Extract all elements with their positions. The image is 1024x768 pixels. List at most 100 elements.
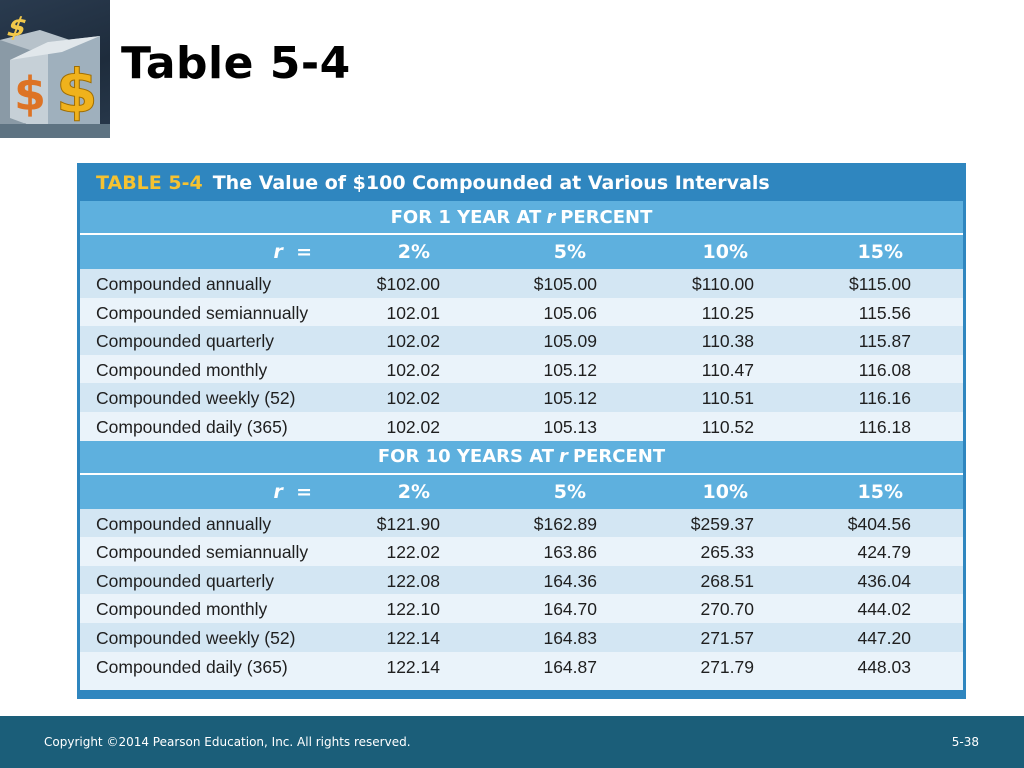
table-cell: 102.02 (386, 331, 440, 352)
table-cell: $115.00 (849, 274, 911, 294)
table-cell: 122.14 (386, 627, 440, 648)
table-row: Compounded weekly (52) 122.14 164.83 271.57… (80, 622, 963, 652)
row-label: Compounded monthly (96, 599, 268, 620)
section-heading-prefix: FOR 1 YEAR AT (390, 206, 542, 228)
table-cell: 102.02 (386, 416, 440, 437)
table-cell: 444.02 (857, 599, 911, 620)
table-label: TABLE 5-4 (96, 171, 203, 194)
table-cell: 105.13 (543, 416, 597, 437)
table-cell: $105.00 (533, 274, 597, 294)
slide-title: Table 5-4 (121, 38, 351, 89)
table-row: Compounded semiannually 102.01 105.06 110.2… (80, 297, 963, 327)
table-cell: 102.02 (386, 359, 440, 380)
rate-column-header: 5% (553, 480, 586, 503)
table-cell: 110.47 (701, 359, 754, 380)
table-cell: 424.79 (857, 542, 911, 563)
section-heading-suffix: PERCENT (560, 206, 653, 228)
table-cell: 268.51 (700, 570, 754, 591)
table-cell: $259.37 (690, 513, 754, 534)
rate-column-header: 10% (702, 241, 748, 263)
rate-column-header: 15% (857, 241, 903, 263)
table-cell: 105.09 (543, 331, 597, 352)
rate-var: r (273, 480, 283, 503)
rate-variable-label: r = (273, 481, 312, 503)
rate-column-header: 2% (397, 480, 430, 503)
table-cell: 116.18 (858, 416, 911, 437)
table-cell: 447.20 (857, 627, 911, 648)
table-cell: 164.87 (543, 656, 597, 677)
table-cell: $102.00 (376, 274, 440, 294)
table-bottom-padding (80, 680, 963, 691)
row-label: Compounded daily (365) (96, 656, 288, 677)
rate-column-header: 15% (857, 480, 903, 503)
table-body: FOR 1 YEAR AT r PERCENT r = 2% 5% 10% 15% Compou… (80, 201, 963, 691)
compound-value-table: TABLE 5-4 The Value of $100 Compounded a… (77, 163, 966, 699)
table-cell: 110.38 (701, 331, 754, 352)
row-label: Compounded quarterly (96, 331, 275, 352)
row-label: Compounded daily (365) (96, 416, 288, 437)
table-cell: 122.14 (386, 656, 440, 677)
table-cell: 122.02 (386, 542, 440, 563)
rate-eq: = (296, 241, 312, 263)
row-label: Compounded weekly (52) (96, 388, 296, 409)
table-cell: 115.87 (858, 331, 911, 352)
section-heading-var: r (559, 446, 568, 468)
table-cell: $404.56 (847, 513, 911, 534)
dollar-cube-logo: $ $ $ (0, 0, 110, 138)
row-label: Compounded quarterly (96, 570, 275, 591)
table-cell: 102.01 (386, 302, 440, 323)
rate-eq: = (296, 480, 312, 503)
table-row: Compounded daily (365) 102.02 105.13 110.52… (80, 411, 963, 441)
table-row: Compounded semiannually 122.02 163.86 265.3… (80, 537, 963, 566)
section-heading-suffix: PERCENT (572, 446, 666, 468)
table-cell: 105.12 (543, 359, 597, 380)
row-label: Compounded annually (96, 274, 272, 294)
table-cell: 110.52 (701, 416, 754, 437)
table-row: Compounded quarterly 122.08 164.36 268.51 43… (80, 565, 963, 595)
table-cell: 265.33 (700, 542, 754, 563)
table-cell: 271.79 (700, 656, 754, 677)
table-cell: 270.70 (700, 599, 754, 620)
table-cell: 164.36 (543, 570, 597, 591)
table-caption: TABLE 5-4 The Value of $100 Compounded a… (80, 164, 963, 201)
footer-bar: Copyright ©2014 Pearson Education, Inc. … (0, 716, 1024, 768)
table-row: Compounded monthly 102.02 105.12 110.47 116.… (80, 354, 963, 384)
rate-header-row: r = 2% 5% 10% 15% (80, 235, 963, 269)
table-row: Compounded monthly 122.10 164.70 270.70 444.… (80, 594, 963, 623)
table-cell: 164.70 (543, 599, 597, 620)
table-cell: 164.83 (543, 627, 597, 648)
row-label: Compounded monthly (96, 359, 268, 380)
section-heading-var: r (546, 206, 556, 228)
table-cell: $110.00 (692, 274, 754, 294)
table-cell: 102.02 (386, 388, 440, 409)
table-cell: 105.06 (543, 302, 597, 323)
table-cell: 122.08 (386, 570, 440, 591)
table-row: Compounded daily (365) 122.14 164.87 271.79… (80, 651, 963, 681)
table-row: Compounded quarterly 102.02 105.09 110.38 11… (80, 326, 963, 355)
rate-column-header: 5% (553, 241, 586, 263)
table-title: The Value of $100 Compounded at Various … (212, 171, 770, 194)
copyright-text: Copyright ©2014 Pearson Education, Inc. … (44, 735, 411, 749)
table-cell: 271.57 (700, 627, 754, 648)
rate-column-header: 10% (702, 480, 748, 503)
table-cell: 110.25 (701, 302, 754, 323)
table-cell: 110.51 (701, 388, 754, 409)
row-label: Compounded weekly (52) (96, 627, 296, 648)
table-row: Compounded weekly (52) 102.02 105.12 110.51… (80, 383, 963, 412)
section-heading: FOR 10 YEARS AT r PERCENT (80, 440, 963, 475)
section-heading: FOR 1 YEAR AT r PERCENT (80, 201, 963, 235)
svg-text:$: $ (14, 67, 46, 121)
table-cell: 105.12 (543, 388, 597, 409)
table-cell: $162.89 (533, 513, 597, 534)
table-cell: 122.10 (386, 599, 440, 620)
rate-column-header: 2% (397, 241, 430, 263)
table-cell: 436.04 (857, 570, 911, 591)
row-label: Compounded annually (96, 513, 272, 534)
section-heading-prefix: FOR 10 YEARS AT (377, 446, 555, 468)
row-label: Compounded semiannually (96, 542, 309, 563)
rate-var: r (273, 241, 283, 263)
table-row: Compounded annually $102.00 $105.00 $110.00… (80, 269, 963, 298)
row-label: Compounded semiannually (96, 302, 309, 323)
dollar-cube-icon: $ $ $ (0, 13, 110, 138)
table-cell: 115.56 (858, 302, 911, 323)
